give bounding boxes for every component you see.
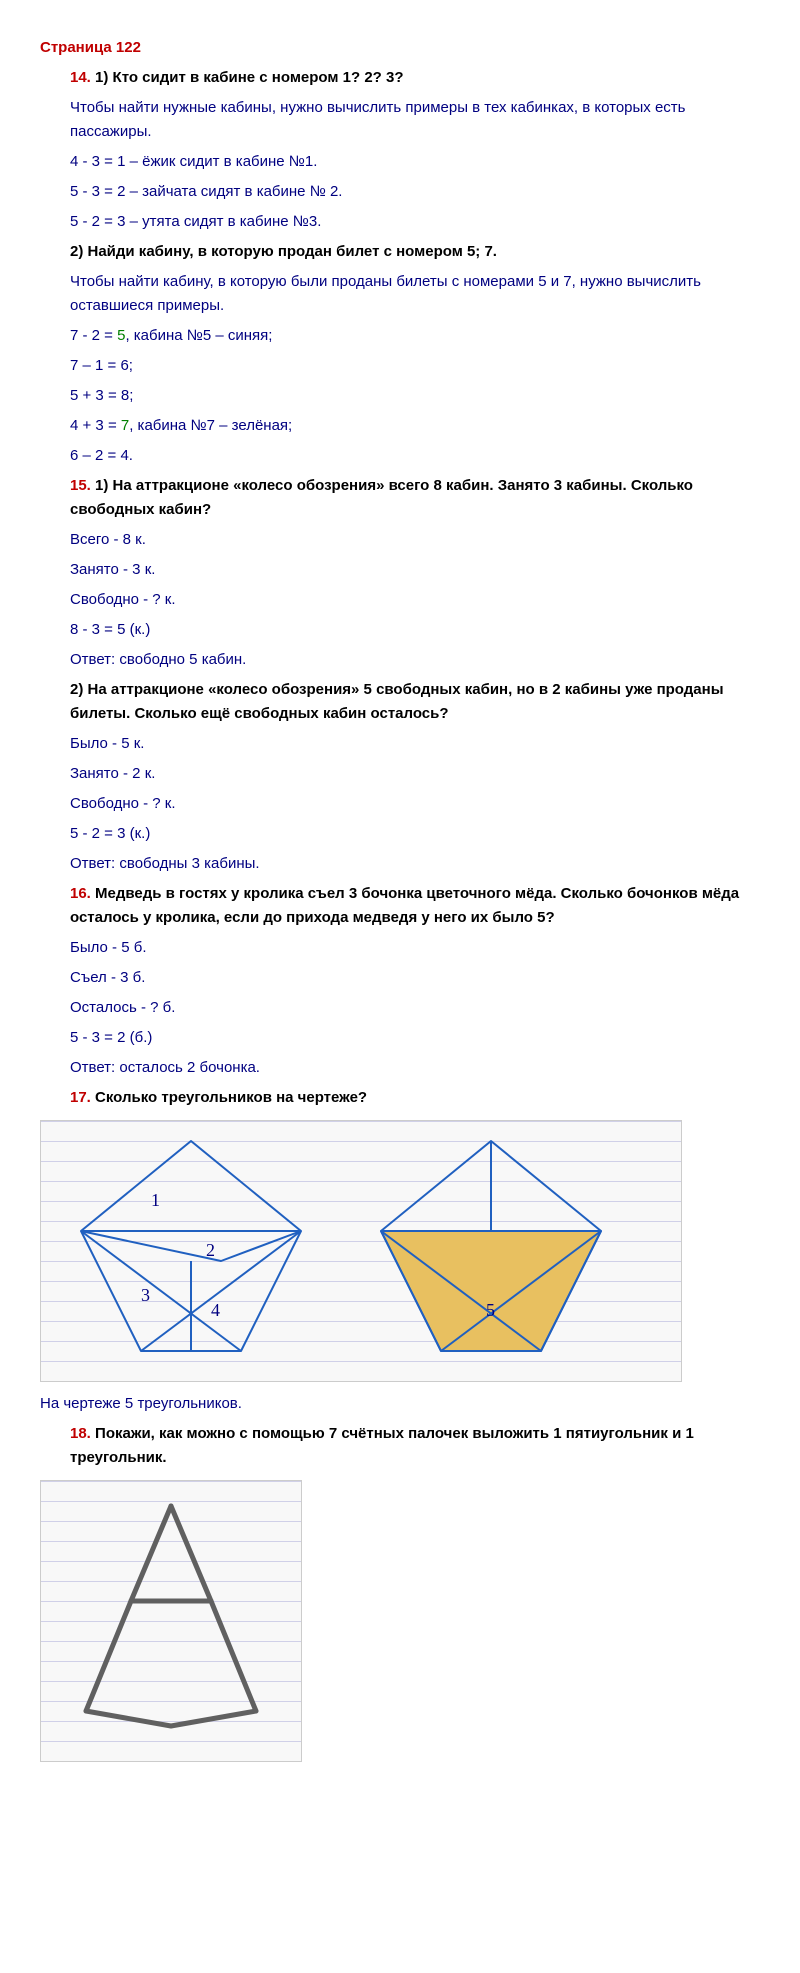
- task15-l3: Свободно - ? к.: [40, 588, 760, 612]
- task14-c5: 6 – 2 = 4.: [40, 444, 760, 468]
- task17-diagram: 1 2 3 4 5: [40, 1120, 682, 1382]
- task16-l3: Осталось - ? б.: [40, 996, 760, 1020]
- task14-intro: Чтобы найти нужные кабины, нужно вычисли…: [40, 96, 760, 144]
- task14-c2: 7 – 1 = 6;: [40, 354, 760, 378]
- triangle-label: 1: [151, 1186, 160, 1215]
- task16-q: Медведь в гостях у кролика съел 3 бочонк…: [70, 885, 739, 926]
- page-title: Страница 122: [40, 39, 141, 56]
- task16-l2: Съел - 3 б.: [40, 966, 760, 990]
- task14-line3: 5 - 2 = 3 – утята сидят в кабине №3.: [40, 210, 760, 234]
- task15-m4: 5 - 2 = 3 (к.): [40, 822, 760, 846]
- task18-num: 18.: [70, 1425, 91, 1442]
- task14-c1a: 7 - 2 =: [70, 327, 117, 344]
- task17-q: Сколько треугольников на чертеже?: [95, 1089, 367, 1106]
- task14-num: 14.: [70, 69, 91, 86]
- task14-q1: 1) Кто сидит в кабине с номером 1? 2? 3?: [95, 69, 403, 86]
- task15-q1: 1) На аттракционе «колесо обозрения» все…: [70, 477, 693, 518]
- triangle-label: 5: [486, 1296, 495, 1325]
- task14-q2: 2) Найди кабину, в которую продан билет …: [70, 243, 497, 260]
- task18-svg: [41, 1481, 301, 1761]
- task14-line2: 5 - 3 = 2 – зайчата сидят в кабине № 2.: [40, 180, 760, 204]
- task15-l5: Ответ: свободно 5 кабин.: [40, 648, 760, 672]
- task16-l5: Ответ: осталось 2 бочонка.: [40, 1056, 760, 1080]
- triangle-label: 3: [141, 1281, 150, 1310]
- task15-l1: Всего - 8 к.: [40, 528, 760, 552]
- task17-num: 17.: [70, 1089, 91, 1106]
- task17-answer: На чертеже 5 треугольников.: [40, 1392, 760, 1416]
- triangle-label: 4: [211, 1296, 220, 1325]
- task15-m5: Ответ: свободны 3 кабины.: [40, 852, 760, 876]
- task15-m3: Свободно - ? к.: [40, 792, 760, 816]
- task15-m1: Было - 5 к.: [40, 732, 760, 756]
- task15-l2: Занято - 3 к.: [40, 558, 760, 582]
- task15-num: 15.: [70, 477, 91, 494]
- task16-num: 16.: [70, 885, 91, 902]
- task15-m2: Занято - 2 к.: [40, 762, 760, 786]
- task14-c3: 5 + 3 = 8;: [40, 384, 760, 408]
- task16-l4: 5 - 3 = 2 (б.): [40, 1026, 760, 1050]
- task14-line1: 4 - 3 = 1 – ёжик сидит в кабине №1.: [40, 150, 760, 174]
- triangle-label: 2: [206, 1236, 215, 1265]
- task14-intro2: Чтобы найти кабину, в которую были прода…: [40, 270, 760, 318]
- task16-l1: Было - 5 б.: [40, 936, 760, 960]
- task14-c1c: , кабина №5 – синяя;: [125, 327, 272, 344]
- task17-svg: [41, 1121, 681, 1381]
- task18-q: Покажи, как можно с помощью 7 счётных па…: [70, 1425, 694, 1466]
- task18-diagram: [40, 1480, 302, 1762]
- task15-q2: 2) На аттракционе «колесо обозрения» 5 с…: [70, 681, 724, 722]
- task14-c4b: 7: [121, 417, 129, 434]
- task15-l4: 8 - 3 = 5 (к.): [40, 618, 760, 642]
- task14-c4a: 4 + 3 =: [70, 417, 121, 434]
- task14-c4c: , кабина №7 – зелёная;: [129, 417, 292, 434]
